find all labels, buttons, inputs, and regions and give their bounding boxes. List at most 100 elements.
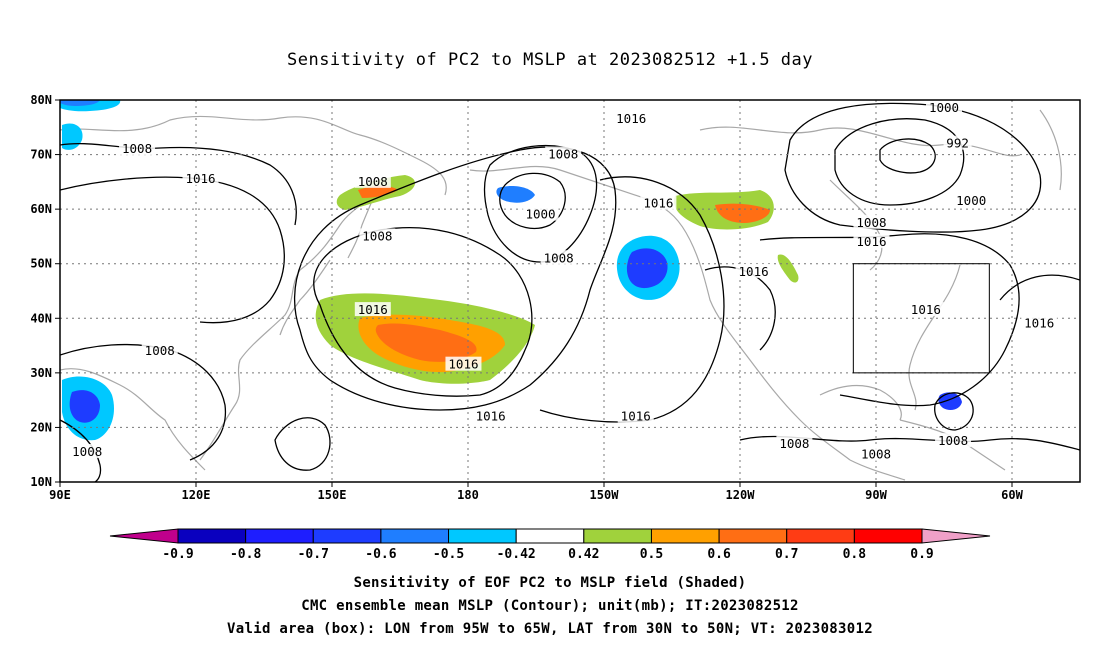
contour-pacific-outer-1016 <box>293 146 617 411</box>
latitude-labels: 80N 70N 60N 50N 40N 30N 20N 10N <box>30 93 60 489</box>
colorbar-label: 0.8 <box>843 547 867 562</box>
lat-label: 20N <box>30 420 52 434</box>
colorbar-swatch <box>583 528 652 544</box>
shade-arctic-neg-core <box>60 100 100 106</box>
colorbar-swatch <box>786 528 855 544</box>
contour-asia-1016 <box>60 176 285 324</box>
contour-label-bg <box>182 171 219 186</box>
shade-bahamas-neg <box>938 392 962 410</box>
contour-label-bg <box>617 408 654 423</box>
shade-rockies-pos <box>777 254 799 283</box>
contour-label-bg <box>735 263 772 278</box>
colorbar-swatch <box>177 528 247 544</box>
contour-label: 1008 <box>358 174 388 189</box>
coast-japan <box>279 259 331 336</box>
colorbar-min-arrow <box>109 528 179 544</box>
contour-label: 1016 <box>621 409 651 424</box>
shade-nw-pacific-pos-core <box>375 323 477 362</box>
contour-canada-low-1000 <box>834 118 965 206</box>
colorbar-label: 0.42 <box>568 547 599 562</box>
lon-label: 150E <box>318 488 347 502</box>
contour-aleutian-low-1000 <box>499 172 566 229</box>
contour-label-bg <box>359 228 396 243</box>
shade-bering-pos-core <box>358 185 398 198</box>
lon-label: 90W <box>865 488 887 502</box>
contour-canada-low-992 <box>879 138 936 174</box>
colorbar-label: -0.7 <box>298 547 329 562</box>
contour-labels: 1008 1016 1008 1008 1016 1008 1008 1016 1016 1008… <box>69 100 1058 462</box>
contour-label-bg <box>540 250 577 265</box>
contour-asia-1008 <box>60 142 297 226</box>
coast-central-america <box>849 459 906 481</box>
lon-label: 120E <box>182 488 211 502</box>
contour-label-bg <box>1021 315 1058 330</box>
contour-label: 1016 <box>448 357 478 372</box>
colorbar-max-arrow <box>921 528 991 544</box>
contour-label-bg <box>354 173 391 188</box>
colorbar-label: -0.5 <box>433 547 464 562</box>
contour-bahamas-high <box>934 392 974 431</box>
contour-label-bg <box>69 443 106 458</box>
colorbar-swatch <box>380 528 450 544</box>
contour-label: 1016 <box>1024 316 1054 331</box>
colorbar-swatch <box>718 528 788 544</box>
contour-label: 1016 <box>739 264 769 279</box>
contour-label: 1008 <box>779 436 809 451</box>
colorbar-label: -0.42 <box>497 547 536 562</box>
lat-label: 80N <box>30 93 52 107</box>
contour-label-bg <box>141 343 178 358</box>
lon-label: 120W <box>726 488 756 502</box>
colorbar-label: 0.5 <box>640 547 663 562</box>
contour-label-bg <box>613 111 650 126</box>
contour-canada-outer-1008 <box>784 102 1042 233</box>
contour-label-bg <box>858 446 894 461</box>
lat-label: 50N <box>30 257 52 271</box>
contour-label-bg <box>445 356 482 371</box>
lat-label: 40N <box>30 311 52 325</box>
colorbar-label: 0.9 <box>910 547 933 562</box>
contour-label: 1008 <box>938 433 968 448</box>
contour-atlantic-1016 <box>999 274 1080 301</box>
contour-label: 1000 <box>929 100 959 115</box>
mslp-contours <box>60 102 1080 482</box>
lat-label: 60N <box>30 202 52 216</box>
valid-area-box <box>852 263 990 374</box>
lon-label: 150W <box>590 488 620 502</box>
colorbar-swatch <box>448 528 517 544</box>
contour-label-bg <box>776 435 813 450</box>
longitude-labels: 90E 120E 150E 180 150W 120W 90W 60W <box>49 482 1024 502</box>
contour-label: 1008 <box>145 343 175 358</box>
coast-na-west <box>689 239 851 461</box>
shade-siberia-neg <box>62 123 83 150</box>
contour-india-low-1008 <box>60 419 102 482</box>
contour-label: 1008 <box>548 147 578 162</box>
caption-line-2: CMC ensemble mean MSLP (Contour); unit(m… <box>301 598 799 614</box>
colorbar-swatch <box>312 528 382 544</box>
contour-na-1016 <box>759 233 1020 407</box>
contour-label-bg <box>907 302 944 317</box>
colorbar-label: 0.7 <box>775 547 798 562</box>
contour-label: 1008 <box>861 447 891 462</box>
contour-label-bg <box>853 233 890 248</box>
page-title: Sensitivity of PC2 to MSLP at 2023082512… <box>286 50 813 70</box>
contour-label: 1016 <box>476 409 506 424</box>
shade-ne-pacific-neg-core <box>626 248 668 289</box>
colorbar-label: -0.6 <box>365 547 396 562</box>
contour-sea-low <box>274 417 331 471</box>
colorbar: -0.9 -0.8 -0.7 -0.6 -0.5 -0.42 0.42 0.5 0.6 0.7 0.… <box>109 528 991 562</box>
lon-label: 90E <box>49 488 71 502</box>
colorbar-label: -0.8 <box>230 547 261 562</box>
caption-line-3: Valid area (box): LON from 95W to 65W, L… <box>227 621 873 637</box>
contour-label: 1008 <box>544 250 574 265</box>
map-frame <box>59 99 1081 483</box>
contour-label-bg <box>119 141 156 156</box>
contour-label-bg <box>354 302 391 317</box>
contour-na-west-1016 <box>704 266 776 351</box>
contour-label-bg <box>853 214 890 229</box>
contour-label-bg <box>545 146 582 161</box>
contour-label-bg <box>640 195 677 210</box>
lon-label: 60W <box>1001 488 1023 502</box>
shade-india-neg-core <box>69 390 100 423</box>
contour-label-bg <box>943 135 972 150</box>
